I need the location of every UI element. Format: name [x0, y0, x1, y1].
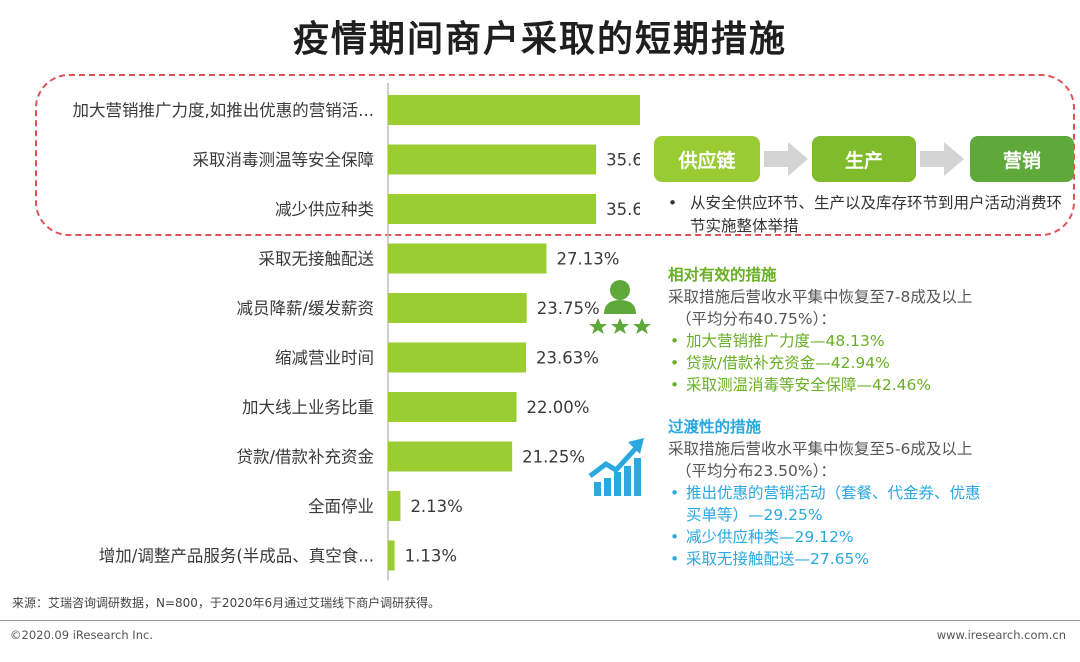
- data-label: 1.13%: [405, 547, 457, 566]
- list-item-text: 减少供应种类—29.12%: [686, 528, 854, 546]
- flow-step-supply-chain: 供应链: [654, 136, 760, 182]
- data-label: 35.63%: [606, 200, 640, 219]
- bar: [388, 491, 401, 521]
- list-item: • 推出优惠的营销活动（套餐、代金券、优惠: [668, 482, 1068, 504]
- data-label: 22.00%: [527, 398, 590, 417]
- list-item-text: 加大营销推广力度—48.13%: [686, 332, 885, 350]
- data-label: 23.75%: [537, 299, 600, 318]
- list-item: • 贷款/借款补充资金—42.94%: [668, 352, 1068, 374]
- flow-step-production: 生产: [812, 136, 916, 182]
- category-label: 减少供应种类: [275, 200, 374, 219]
- data-label: 21.25%: [522, 448, 585, 467]
- copyright: ©2020.09 iResearch Inc.: [10, 628, 153, 642]
- data-label: 2.13%: [410, 497, 462, 516]
- bar: [388, 144, 597, 175]
- effective-average: （平均分布40.75%）：: [676, 310, 836, 328]
- bullet: •: [670, 376, 680, 394]
- bar: [388, 392, 517, 422]
- person-rating-icon: [589, 280, 651, 334]
- bullet: •: [670, 484, 680, 502]
- bullet: •: [668, 194, 678, 212]
- bullet: •: [670, 550, 680, 568]
- flow-note-text: 从安全供应环节、生产以及库存环节到用户活动消费环节实施整体举措: [690, 194, 1063, 235]
- category-label: 增加/调整产品服务(半成品、真空食...: [99, 547, 374, 566]
- data-label: 27.13%: [556, 250, 619, 269]
- list-item-continuation: 买单等）—29.25%: [668, 504, 1068, 526]
- transitional-measures-panel: 过渡性的措施 采取措施后营收水平集中恢复至5-6成及以上 （平均分布23.50%…: [668, 416, 1068, 570]
- highlight-dashed-box: [35, 74, 1075, 236]
- footer-divider: [0, 620, 1080, 621]
- transitional-average: （平均分布23.50%）：: [676, 462, 836, 480]
- bar: [388, 243, 547, 274]
- arrow-right-icon: [764, 142, 808, 176]
- bullet: •: [670, 528, 680, 546]
- category-label: 采取无接触配送: [259, 250, 375, 269]
- list-item-text: 采取无接触配送—27.65%: [686, 550, 870, 568]
- category-label: 减员降薪/缓发薪资: [236, 299, 374, 318]
- category-label: 缩减营业时间: [275, 349, 374, 368]
- bar-chart: 加大营销推广力度,如推出优惠的营销活...59.75%采取消毒测温等安全保障35…: [73, 83, 640, 581]
- transitional-desc: 采取措施后营收水平集中恢复至5-6成及以上: [668, 440, 973, 458]
- list-item-text: 采取测温消毒等安全保障—42.46%: [686, 376, 932, 394]
- flow-step-marketing: 营销: [970, 136, 1074, 182]
- data-label: 35.63%: [606, 151, 640, 170]
- list-item-text: 贷款/借款补充资金—42.94%: [686, 354, 890, 372]
- website-link[interactable]: www.iresearch.com.cn: [936, 628, 1066, 642]
- flow-note: • 从安全供应环节、生产以及库存环节到用户活动消费环节实施整体举措: [668, 192, 1068, 238]
- transitional-heading: 过渡性的措施: [668, 418, 762, 436]
- bullet: •: [670, 354, 680, 372]
- source-note: 来源：艾瑞咨询调研数据，N=800，于2020年6月通过艾瑞线下商户调研获得。: [12, 596, 441, 610]
- effective-heading: 相对有效的措施: [668, 266, 777, 284]
- bar: [388, 95, 640, 125]
- category-label: 加大线上业务比重: [242, 398, 374, 417]
- bar: [388, 540, 395, 571]
- bar: [388, 293, 527, 323]
- category-label: 加大营销推广力度,如推出优惠的营销活...: [73, 101, 374, 120]
- effective-measures-panel: 相对有效的措施 采取措施后营收水平集中恢复至7-8成及以上 （平均分布40.75…: [668, 264, 1068, 396]
- page-title: 疫情期间商户采取的短期措施: [292, 19, 787, 60]
- list-item: • 加大营销推广力度—48.13%: [668, 330, 1068, 352]
- list-item: • 采取无接触配送—27.65%: [668, 548, 1068, 570]
- list-item-text: 推出优惠的营销活动（套餐、代金券、优惠: [686, 484, 981, 502]
- arrow-right-icon: [920, 142, 964, 176]
- list-item: • 采取测温消毒等安全保障—42.46%: [668, 374, 1068, 396]
- bullet: •: [670, 332, 680, 350]
- growth-chart-icon: [588, 438, 644, 496]
- bar: [388, 342, 527, 373]
- effective-desc: 采取措施后营收水平集中恢复至7-8成及以上: [668, 288, 973, 306]
- bar: [388, 441, 513, 472]
- list-item-text: 买单等）—29.25%: [686, 506, 823, 524]
- category-label: 贷款/借款补充资金: [236, 448, 374, 467]
- category-label: 采取消毒测温等安全保障: [193, 151, 375, 170]
- list-item: • 减少供应种类—29.12%: [668, 526, 1068, 548]
- bar: [388, 194, 597, 224]
- data-label: 23.63%: [536, 349, 599, 368]
- category-label: 全面停业: [308, 497, 374, 516]
